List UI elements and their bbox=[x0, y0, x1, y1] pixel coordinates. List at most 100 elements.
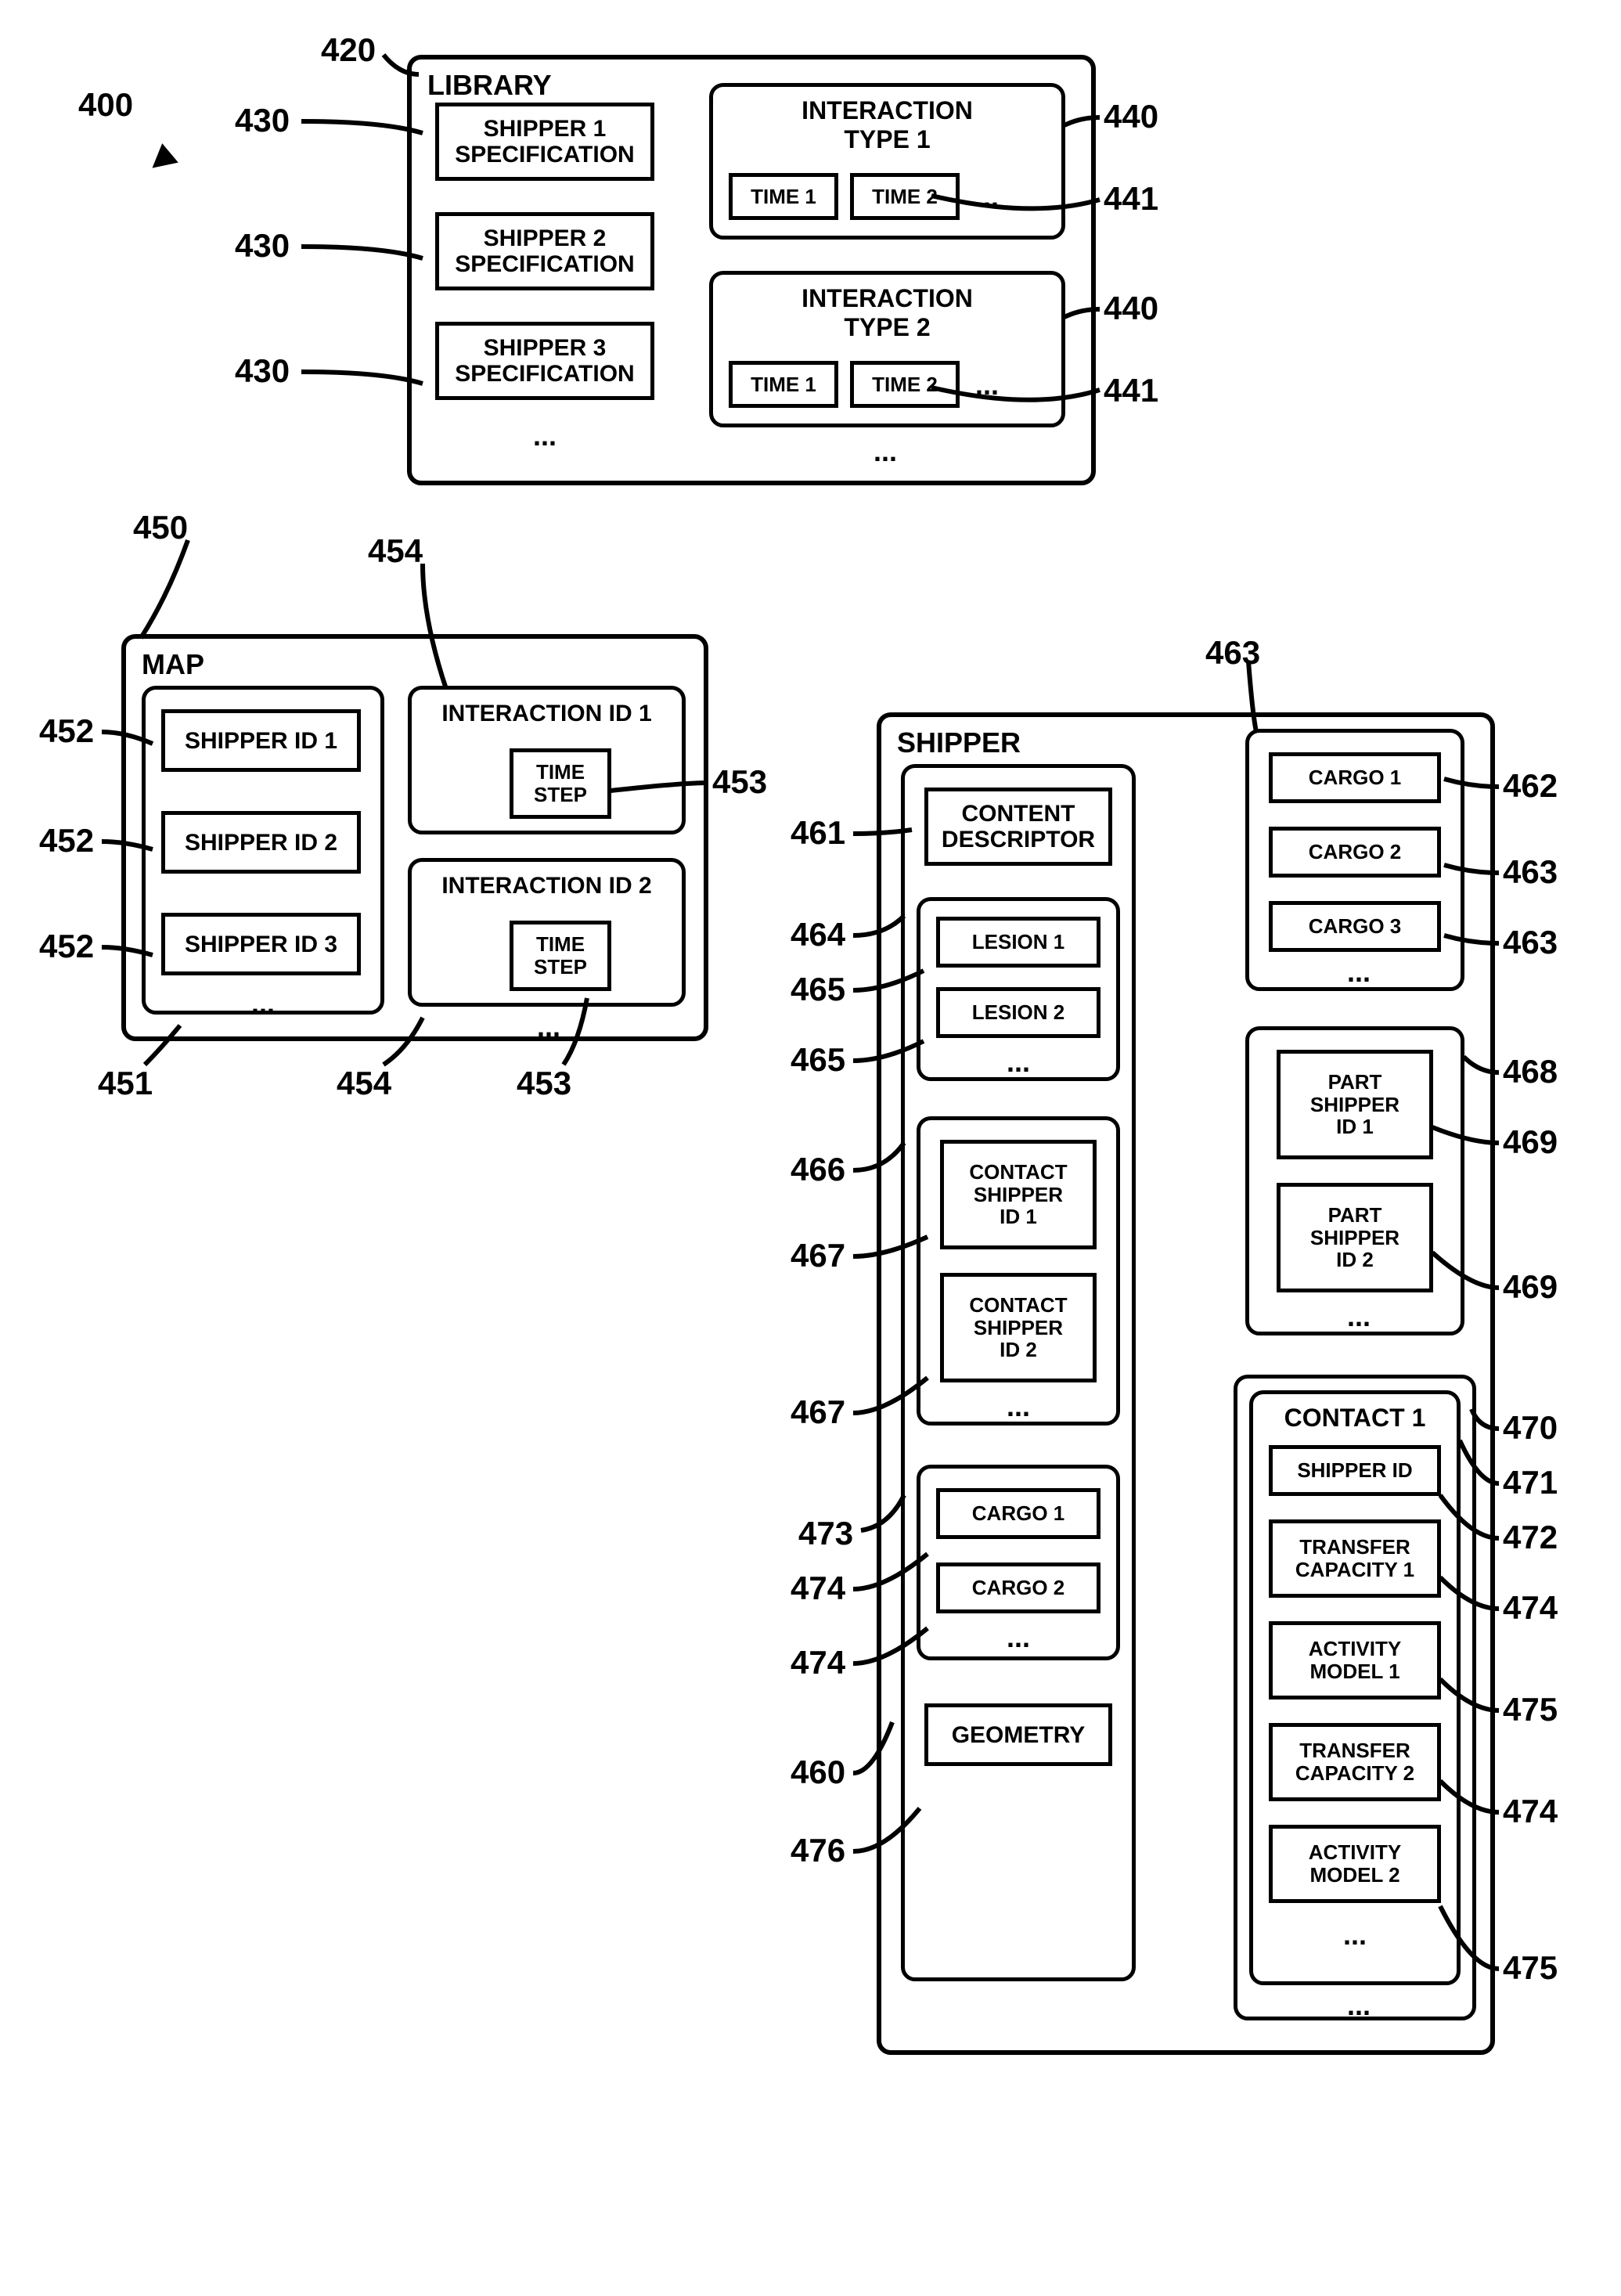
ref-430a: 430 bbox=[235, 102, 290, 139]
ref-474c: 474 bbox=[1503, 1589, 1558, 1627]
it1-dots: ... bbox=[975, 181, 999, 214]
contact-group: CONTACT 1 SHIPPER ID TRANSFER CAPACITY 1… bbox=[1234, 1375, 1476, 2020]
ref-476: 476 bbox=[791, 1832, 845, 1869]
ref-430c: 430 bbox=[235, 352, 290, 390]
ref-460: 460 bbox=[791, 1754, 845, 1791]
ref-470: 470 bbox=[1503, 1409, 1558, 1447]
ref-440b: 440 bbox=[1104, 290, 1158, 327]
map-panel: MAP SHIPPER ID 1 SHIPPER ID 2 SHIPPER ID… bbox=[121, 634, 708, 1041]
interaction-type-1: INTERACTION TYPE 1 TIME 1 TIME 2 ... bbox=[709, 83, 1065, 240]
ref-468: 468 bbox=[1503, 1053, 1558, 1090]
interaction-id-1: INTERACTION ID 1 TIME STEP bbox=[408, 686, 686, 834]
contact-shipper-group: CONTACT SHIPPER ID 1 CONTACT SHIPPER ID … bbox=[917, 1116, 1120, 1426]
cs-1: CONTACT SHIPPER ID 1 bbox=[940, 1140, 1097, 1249]
it1-time2: TIME 2 bbox=[850, 173, 960, 220]
lesion-1: LESION 1 bbox=[936, 917, 1100, 968]
spec-dots: ... bbox=[533, 420, 557, 452]
ps-2: PART SHIPPER ID 2 bbox=[1277, 1183, 1433, 1292]
spec-3: SHIPPER 3 SPECIFICATION bbox=[435, 322, 654, 400]
content-descriptor: CONTENT DESCRIPTOR bbox=[924, 788, 1112, 866]
part-shipper-group: PART SHIPPER ID 1 PART SHIPPER ID 2 ... bbox=[1245, 1026, 1464, 1335]
cargo-dots: ... bbox=[1347, 956, 1371, 989]
am-2: ACTIVITY MODEL 2 bbox=[1269, 1825, 1441, 1903]
ref-471: 471 bbox=[1503, 1464, 1558, 1501]
tc-1: TRANSFER CAPACITY 1 bbox=[1269, 1519, 1441, 1598]
cargo-2: CARGO 2 bbox=[1269, 827, 1441, 878]
tc-2: TRANSFER CAPACITY 2 bbox=[1269, 1723, 1441, 1801]
ref-475b: 475 bbox=[1503, 1949, 1558, 1987]
shipper-id-list: SHIPPER ID 1 SHIPPER ID 2 SHIPPER ID 3 .… bbox=[142, 686, 384, 1015]
diagram-canvas: 400 420 430 430 430 440 441 440 441 450 … bbox=[31, 31, 1589, 2262]
it-dots: ... bbox=[874, 435, 897, 468]
ref-469a: 469 bbox=[1503, 1123, 1558, 1161]
library-panel: LIBRARY SHIPPER 1 SPECIFICATION SHIPPER … bbox=[407, 55, 1096, 485]
ref-464: 464 bbox=[791, 916, 845, 953]
iid2-ts: TIME STEP bbox=[510, 921, 611, 991]
lesion-dots: ... bbox=[1007, 1046, 1030, 1079]
iid2-title: INTERACTION ID 2 bbox=[412, 862, 682, 899]
ref-465a: 465 bbox=[791, 971, 845, 1008]
ref-463c: 463 bbox=[1503, 924, 1558, 961]
left-cargo-2: CARGO 2 bbox=[936, 1563, 1100, 1613]
it2-title: INTERACTION TYPE 2 bbox=[713, 275, 1061, 342]
left-cargo-group: CARGO 1 CARGO 2 ... bbox=[917, 1465, 1120, 1660]
contact-sid: SHIPPER ID bbox=[1269, 1445, 1441, 1496]
iid-dots: ... bbox=[537, 1011, 560, 1043]
iid1-ts: TIME STEP bbox=[510, 748, 611, 819]
ref-441b: 441 bbox=[1104, 372, 1158, 409]
left-cargo-dots: ... bbox=[1007, 1621, 1030, 1654]
ref-452c: 452 bbox=[39, 928, 94, 965]
ref-453a: 453 bbox=[712, 763, 767, 801]
contact-inner-dots: ... bbox=[1343, 1919, 1367, 1952]
contact-dots: ... bbox=[1347, 1989, 1371, 2022]
lesion-2: LESION 2 bbox=[936, 987, 1100, 1038]
contact-1: CONTACT 1 SHIPPER ID TRANSFER CAPACITY 1… bbox=[1249, 1390, 1461, 1985]
ps-1: PART SHIPPER ID 1 bbox=[1277, 1050, 1433, 1159]
left-cargo-1: CARGO 1 bbox=[936, 1488, 1100, 1539]
ref-452a: 452 bbox=[39, 712, 94, 750]
ref-474d: 474 bbox=[1503, 1793, 1558, 1830]
ref-441a: 441 bbox=[1104, 180, 1158, 218]
ref-430b: 430 bbox=[235, 227, 290, 265]
arrow-400 bbox=[144, 143, 178, 178]
ref-463a: 463 bbox=[1205, 634, 1260, 672]
interaction-type-2: INTERACTION TYPE 2 TIME 1 TIME 2 ... bbox=[709, 271, 1065, 427]
ref-463b: 463 bbox=[1503, 853, 1558, 891]
ps-dots: ... bbox=[1347, 1300, 1371, 1333]
cargo-3: CARGO 3 bbox=[1269, 901, 1441, 952]
ref-453b: 453 bbox=[517, 1065, 571, 1102]
ref-420: 420 bbox=[321, 31, 376, 69]
ref-469b: 469 bbox=[1503, 1268, 1558, 1306]
ref-452b: 452 bbox=[39, 822, 94, 860]
ref-440a: 440 bbox=[1104, 98, 1158, 135]
iid1-title: INTERACTION ID 1 bbox=[412, 690, 682, 727]
ref-467a: 467 bbox=[791, 1237, 845, 1274]
geometry: GEOMETRY bbox=[924, 1703, 1112, 1766]
map-title: MAP bbox=[126, 639, 704, 681]
ref-465b: 465 bbox=[791, 1041, 845, 1079]
sid-1: SHIPPER ID 1 bbox=[161, 709, 361, 772]
ref-472: 472 bbox=[1503, 1519, 1558, 1556]
ref-474b: 474 bbox=[791, 1644, 845, 1681]
it1-title: INTERACTION TYPE 1 bbox=[713, 87, 1061, 154]
cargo-1: CARGO 1 bbox=[1269, 752, 1441, 803]
ref-400: 400 bbox=[78, 86, 133, 124]
spec-2: SHIPPER 2 SPECIFICATION bbox=[435, 212, 654, 290]
cargo-group: CARGO 1 CARGO 2 CARGO 3 ... bbox=[1245, 729, 1464, 991]
interaction-id-2: INTERACTION ID 2 TIME STEP bbox=[408, 858, 686, 1007]
ref-454b: 454 bbox=[337, 1065, 391, 1102]
sid-2: SHIPPER ID 2 bbox=[161, 811, 361, 874]
cs-2: CONTACT SHIPPER ID 2 bbox=[940, 1273, 1097, 1382]
it1-time1: TIME 1 bbox=[729, 173, 838, 220]
ref-454a: 454 bbox=[368, 532, 423, 570]
ref-451: 451 bbox=[98, 1065, 153, 1102]
spec-1: SHIPPER 1 SPECIFICATION bbox=[435, 103, 654, 181]
ref-461: 461 bbox=[791, 814, 845, 852]
ref-450: 450 bbox=[133, 509, 188, 546]
ref-473: 473 bbox=[798, 1515, 853, 1552]
lesion-group: LESION 1 LESION 2 ... bbox=[917, 897, 1120, 1081]
shipper-panel: SHIPPER CONTENT DESCRIPTOR LESION 1 LESI… bbox=[877, 712, 1495, 2055]
ref-467b: 467 bbox=[791, 1393, 845, 1431]
ref-466: 466 bbox=[791, 1151, 845, 1188]
it2-dots: ... bbox=[975, 369, 999, 402]
